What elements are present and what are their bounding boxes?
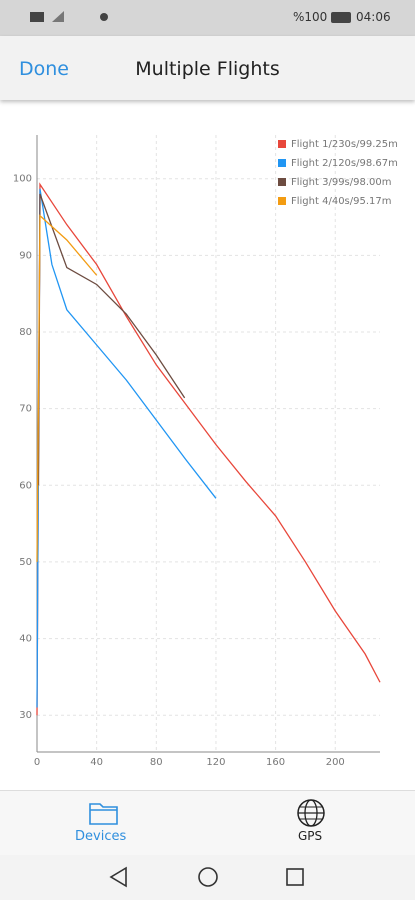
legend-swatch: [278, 159, 286, 167]
y-tick-label: 100: [13, 174, 32, 185]
battery-text: %100: [293, 10, 328, 24]
y-tick-label: 50: [19, 557, 32, 568]
done-button[interactable]: Done: [19, 58, 69, 80]
bottom-nav: Devices GPS: [0, 790, 415, 856]
y-tick-label: 60: [19, 480, 32, 491]
legend-label: Flight 3/99s/98.00m: [291, 177, 392, 188]
flight-line: [36, 182, 381, 716]
x-tick-label: 80: [150, 757, 163, 768]
y-tick-label: 90: [19, 250, 32, 261]
gps-tab[interactable]: GPS: [298, 829, 323, 843]
legend-label: Flight 4/40s/95.17m: [291, 196, 392, 207]
header: Multiple Flights Done: [0, 36, 415, 100]
legend-label: Flight 1/230s/99.25m: [291, 139, 398, 150]
home-button[interactable]: [198, 867, 218, 887]
legend-swatch: [278, 197, 286, 205]
recents-button[interactable]: [286, 868, 304, 886]
clock: 04:06: [356, 10, 391, 24]
status-icons: [30, 11, 108, 22]
x-tick-label: 200: [326, 757, 345, 768]
x-tick-label: 120: [206, 757, 225, 768]
devices-tab[interactable]: Devices: [75, 829, 127, 844]
system-buttons: [109, 866, 304, 888]
title: Multiple Flights: [135, 58, 280, 80]
y-tick-label: 40: [19, 634, 32, 645]
x-tick-label: 0: [34, 757, 40, 768]
legend-swatch: [278, 178, 286, 186]
flight-line: [37, 193, 186, 486]
flight-line: [36, 214, 98, 562]
y-tick-label: 80: [19, 327, 32, 338]
devices-icon[interactable]: [88, 799, 120, 827]
legend-label: Flight 2/120s/98.67m: [291, 158, 398, 169]
y-tick-label: 30: [19, 710, 32, 721]
system-nav: [0, 855, 415, 900]
x-tick-label: 40: [90, 757, 103, 768]
legend-swatch: [278, 140, 286, 148]
back-button[interactable]: [109, 866, 127, 888]
x-tick-label: 160: [266, 757, 285, 768]
battery-icon: [331, 12, 351, 23]
status-bar: %100 04:06: [0, 0, 415, 36]
flight-line: [36, 188, 217, 708]
y-tick-label: 70: [19, 404, 32, 415]
gps-icon[interactable]: [295, 797, 327, 829]
chart: 30 40 50 60 70 80 90 100 0 40 80 120 160 200 Flight 1/…: [13, 135, 398, 768]
